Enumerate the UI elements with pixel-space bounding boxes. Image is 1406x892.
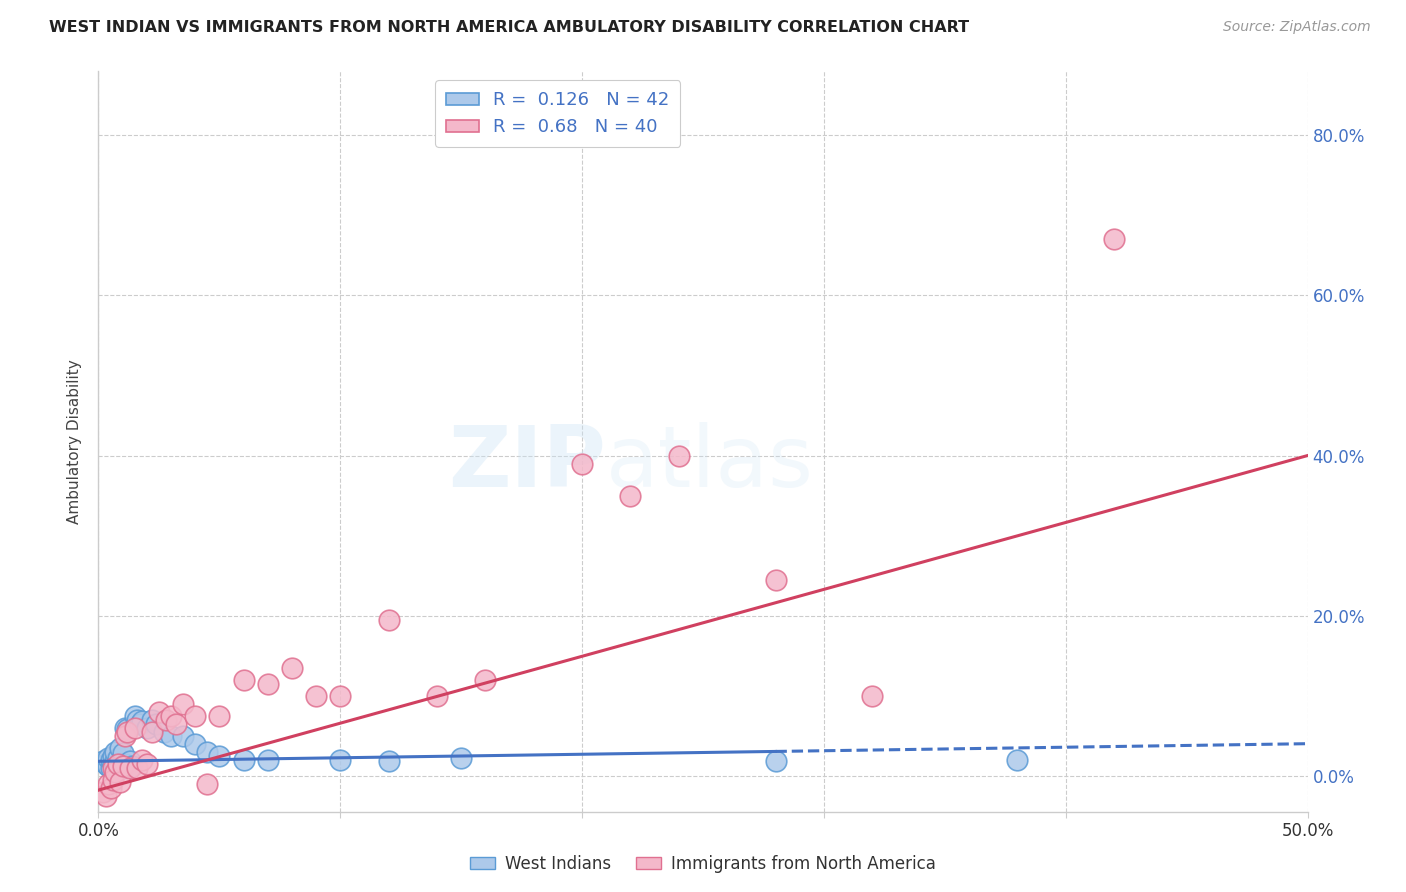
Legend: R =  0.126   N = 42, R =  0.68   N = 40: R = 0.126 N = 42, R = 0.68 N = 40 (436, 80, 681, 147)
Point (256, 753, 278, 767)
Point (145, 716, 167, 731)
Point (1102, 232, 1125, 246)
Point (94, 789, 117, 803)
Point (101, 748, 124, 763)
Point (127, 713, 149, 727)
Point (329, 753, 352, 767)
Point (101, 761, 124, 775)
Point (107, 759, 129, 773)
Point (94, 756, 117, 771)
Point (208, 748, 231, 763)
Point (131, 753, 153, 767)
Point (114, 756, 136, 771)
Point (141, 724, 163, 739)
Point (97, 777, 120, 791)
Point (195, 745, 218, 759)
Point (195, 777, 218, 791)
Point (232, 673, 254, 687)
Point (97, 759, 120, 773)
Point (108, 740, 131, 755)
Point (377, 754, 399, 768)
Point (104, 745, 127, 759)
Point (100, 761, 122, 775)
Point (91, 754, 114, 768)
Point (107, 751, 129, 765)
Point (135, 756, 157, 771)
Point (108, 756, 131, 771)
Point (100, 753, 122, 767)
Point (117, 723, 139, 737)
Point (1007, 753, 1029, 767)
Point (281, 660, 304, 674)
Point (450, 751, 472, 765)
Point (104, 754, 127, 768)
Point (114, 721, 136, 735)
Point (160, 708, 183, 723)
Point (668, 449, 690, 463)
Point (426, 689, 449, 703)
Point (165, 716, 187, 731)
Point (155, 713, 177, 727)
Text: WEST INDIAN VS IMMIGRANTS FROM NORTH AMERICA AMBULATORY DISABILITY CORRELATION C: WEST INDIAN VS IMMIGRANTS FROM NORTH AME… (49, 20, 969, 35)
Point (104, 764, 127, 779)
Point (474, 673, 496, 687)
Point (148, 705, 170, 719)
Point (571, 457, 593, 471)
Point (305, 689, 328, 703)
Point (127, 761, 149, 775)
Point (172, 729, 194, 743)
Point (329, 689, 352, 703)
Point (184, 708, 207, 723)
Point (118, 761, 141, 775)
Point (111, 746, 134, 760)
Y-axis label: Ambulatory Disability: Ambulatory Disability (67, 359, 83, 524)
Point (208, 708, 231, 723)
Point (256, 676, 278, 690)
Legend: West Indians, Immigrants from North America: West Indians, Immigrants from North Amer… (464, 848, 942, 880)
Point (108, 775, 131, 789)
Point (118, 754, 141, 768)
Point (160, 729, 183, 743)
Point (619, 489, 641, 503)
Point (172, 697, 194, 711)
Point (765, 754, 787, 768)
Point (131, 714, 153, 729)
Point (124, 721, 146, 735)
Point (101, 756, 124, 771)
Text: atlas: atlas (606, 422, 814, 505)
Point (101, 772, 124, 787)
Point (111, 761, 134, 775)
Point (114, 729, 136, 743)
Text: Source: ZipAtlas.com: Source: ZipAtlas.com (1223, 20, 1371, 34)
Point (121, 759, 143, 773)
Point (91, 785, 114, 799)
Point (765, 573, 787, 587)
Point (97, 751, 120, 765)
Point (184, 737, 207, 751)
Point (232, 753, 254, 767)
Text: ZIP: ZIP (449, 422, 606, 505)
Point (128, 716, 150, 731)
Point (117, 724, 139, 739)
Point (100, 780, 122, 795)
Point (111, 759, 134, 773)
Point (860, 689, 883, 703)
Point (377, 613, 399, 627)
Point (124, 708, 146, 723)
Point (104, 762, 127, 776)
Point (135, 721, 157, 735)
Point (141, 713, 163, 727)
Point (107, 756, 129, 771)
Point (152, 724, 174, 739)
